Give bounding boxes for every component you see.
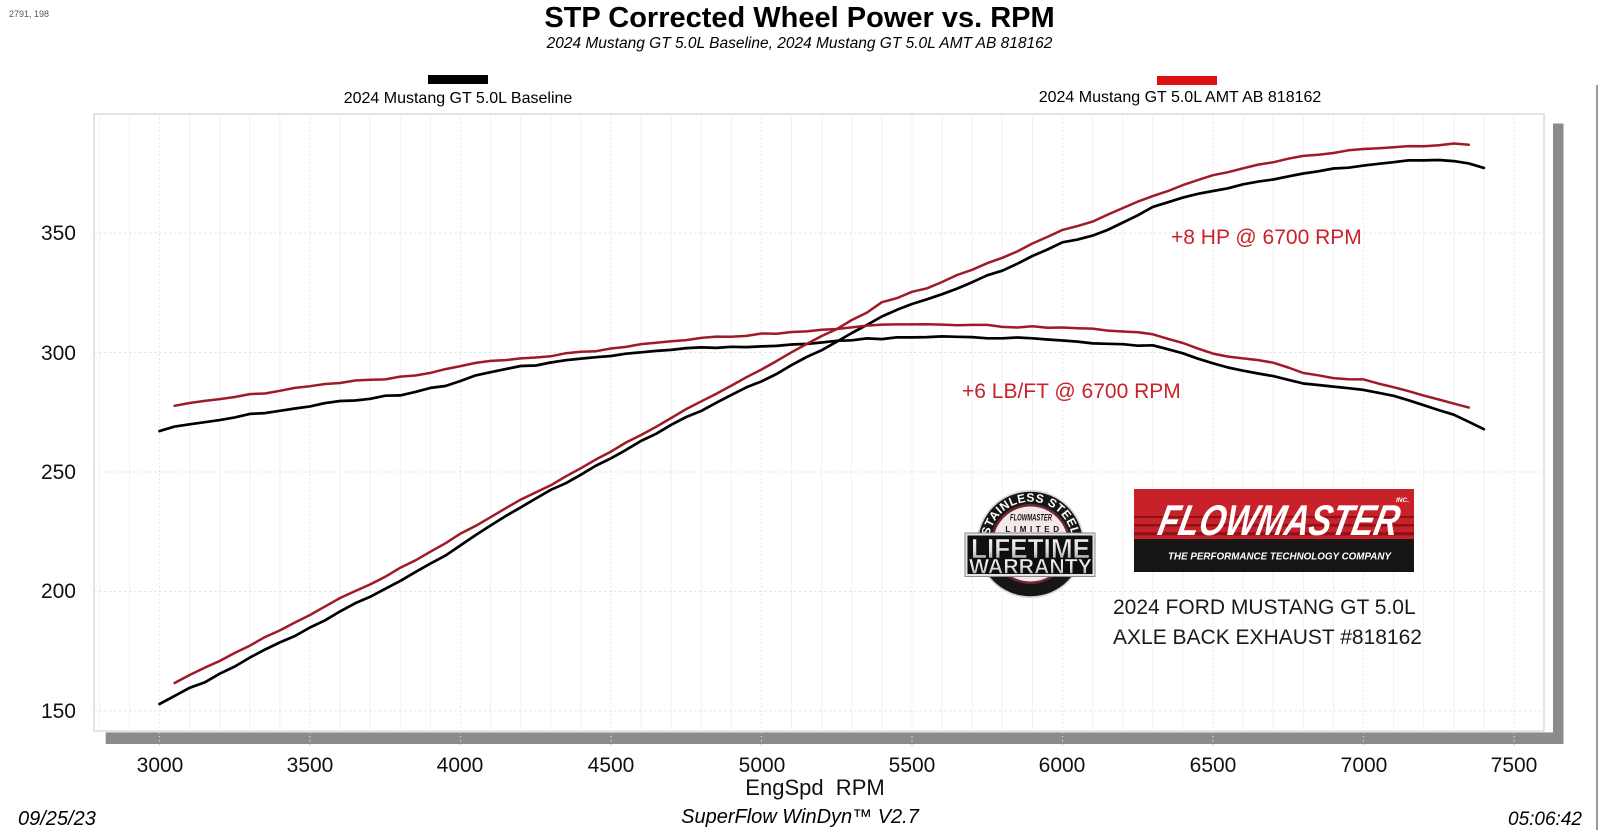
svg-text:INC.: INC.	[1396, 497, 1409, 504]
svg-text:FLOWMASTER: FLOWMASTER	[1154, 497, 1405, 544]
svg-text:LIMITED: LIMITED	[1005, 525, 1062, 534]
svg-text:LIFETIME: LIFETIME	[971, 533, 1090, 564]
svg-text:WARRANTY: WARRANTY	[969, 555, 1092, 578]
svg-text:FLOWMASTER: FLOWMASTER	[1010, 513, 1052, 524]
svg-text:THE PERFORMANCE TECHNOLOGY COM: THE PERFORMANCE TECHNOLOGY COMPANY	[1168, 552, 1392, 563]
